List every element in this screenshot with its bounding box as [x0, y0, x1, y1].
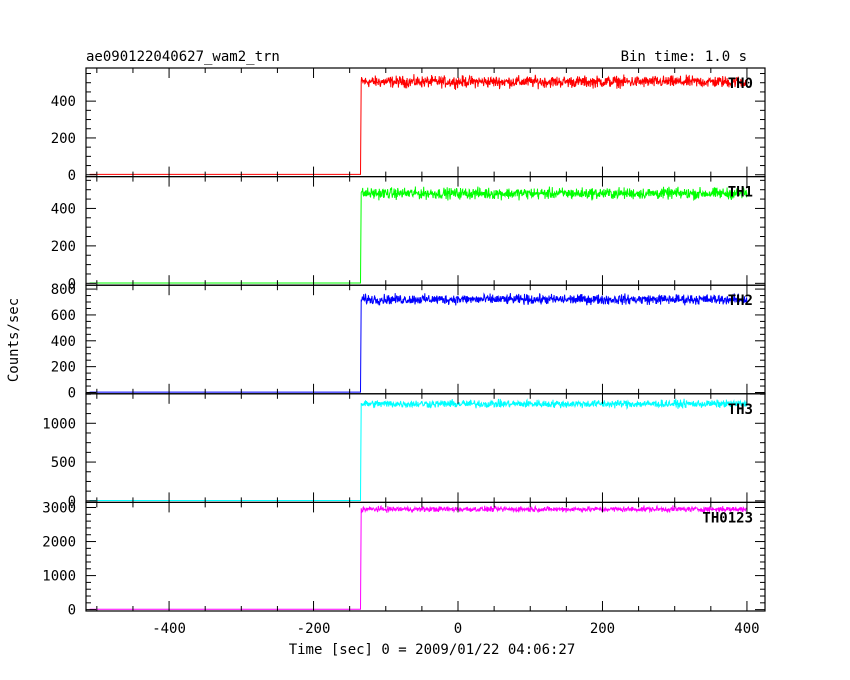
panel-label-th2: TH2: [728, 293, 753, 309]
series-line-th2: [89, 292, 748, 393]
x-tick-label: 400: [734, 621, 759, 637]
y-tick-label: 0: [68, 386, 76, 402]
panel-th1: 0 200 400 TH1: [51, 176, 766, 292]
y-tick-label: 2000: [42, 535, 76, 551]
panel-th0123: 0 1000 2000 3000 TH0123: [42, 501, 766, 619]
chart-title: ae090122040627_wam2_trn: [86, 49, 280, 65]
panels-group: 0 200 400 TH0 0 200 400 TH1 0 200 400 600 800 TH2 0 500…: [42, 67, 766, 619]
y-tick-label: 600: [51, 308, 76, 324]
y-tick-label: 200: [51, 360, 76, 376]
y-tick-label: 400: [51, 334, 76, 350]
bin-time-label: Bin time: 1.0 s: [621, 49, 747, 65]
panel-label-th3: TH3: [728, 402, 753, 418]
y-tick-label: 0: [68, 603, 76, 619]
panel-frame: [85, 501, 766, 612]
y-tick-label: 500: [51, 455, 76, 471]
panel-th0: 0 200 400 TH0: [51, 67, 766, 184]
y-tick-label: 3000: [42, 501, 76, 517]
panel-label-th0123: TH0123: [702, 510, 753, 526]
series-line-th0123: [89, 504, 748, 610]
series-line-th0: [89, 74, 748, 175]
panel-th2: 0 200 400 600 800 TH2: [51, 282, 766, 402]
y-tick-label: 0: [68, 494, 76, 510]
x-tick-label: 200: [590, 621, 615, 637]
panel-frame: [85, 393, 766, 503]
panel-label-th0: TH0: [728, 76, 753, 92]
y-tick-label: 400: [51, 201, 76, 217]
panel-label-th1: TH1: [728, 185, 753, 201]
series-line-th3: [89, 398, 748, 501]
x-tick-label: -400: [152, 621, 186, 637]
y-tick-label: 0: [68, 276, 76, 292]
panel-th3: 0 500 1000 TH3: [42, 393, 766, 510]
y-tick-label: 200: [51, 131, 76, 147]
y-tick-label: 1000: [42, 569, 76, 585]
y-tick-label: 200: [51, 239, 76, 255]
y-tick-label: 1000: [42, 416, 76, 432]
series-line-th1: [89, 186, 748, 284]
y-tick-label: 800: [51, 282, 76, 298]
y-axis-label: Counts/sec: [6, 298, 22, 382]
y-tick-label: 0: [68, 168, 76, 184]
panel-frame: [85, 67, 766, 178]
x-axis: -400 -200 0 200 400: [152, 621, 759, 637]
x-tick-label: -200: [297, 621, 331, 637]
x-axis-label: Time [sec] 0 = 2009/01/22 04:06:27: [289, 642, 576, 658]
x-tick-label: 0: [454, 621, 462, 637]
y-tick-label: 400: [51, 94, 76, 110]
